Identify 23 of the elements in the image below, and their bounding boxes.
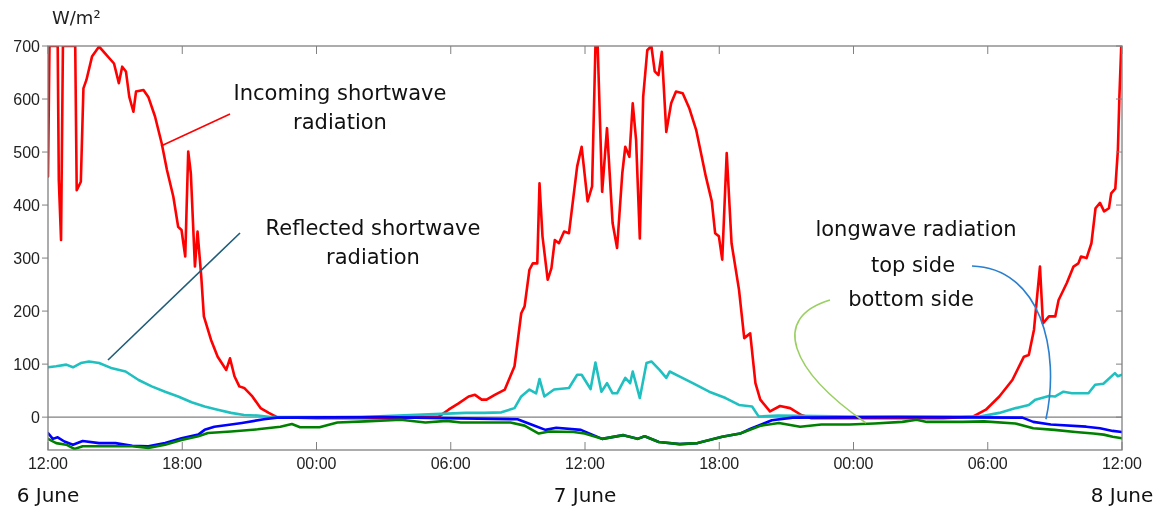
text: Reflected shortwave radiation	[265, 216, 481, 269]
x-tick-label: 12:00 6 June	[16, 455, 80, 507]
x-tick-label: 06:00	[430, 455, 471, 472]
x-tick-label: 06:00	[967, 455, 1008, 472]
text: Incoming shortwave radiation	[233, 81, 447, 134]
y-tick-label: 200	[13, 302, 41, 320]
y-tick-label: 0	[31, 408, 41, 426]
text: bottom side	[848, 287, 974, 311]
y-tick-label: 700	[13, 37, 41, 55]
y-tick-label: 400	[13, 196, 41, 214]
x-tick-label: 18:00	[699, 455, 740, 472]
annotation: longwave radiation	[815, 217, 1017, 241]
y-axis-title: W/m²	[52, 7, 101, 28]
y-tick-label: 500	[13, 143, 41, 161]
y-tick-label: 600	[13, 90, 41, 108]
text: top side	[870, 253, 956, 277]
x-tick-label: 18:00	[162, 455, 203, 472]
x-tick-label: 12:00 7 June	[553, 455, 617, 507]
y-tick-label: 300	[13, 249, 41, 267]
x-tick-label: 12:00 8 June	[1090, 455, 1154, 507]
x-tick-label: 00:00	[833, 455, 874, 472]
x-tick-label: 00:00	[296, 455, 337, 472]
y-tick-label: 100	[13, 355, 41, 373]
